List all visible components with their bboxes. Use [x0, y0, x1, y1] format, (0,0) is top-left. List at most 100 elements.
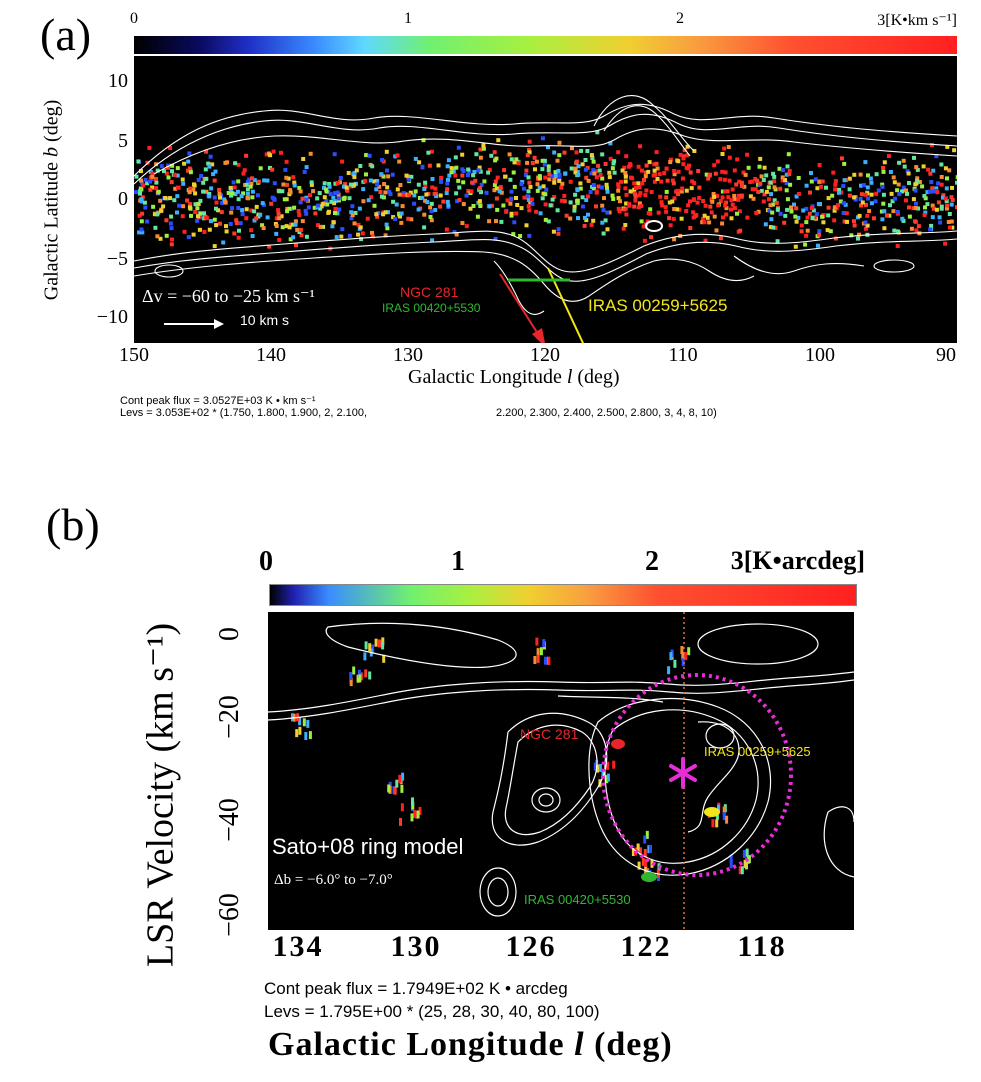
emission-pixel	[738, 228, 743, 233]
emission-pixel	[632, 204, 637, 209]
emission-pixel	[142, 200, 147, 205]
emission-pixel	[715, 194, 720, 199]
emission-pixel	[327, 209, 331, 214]
emission-pixel	[741, 170, 746, 175]
emission-pixel	[628, 163, 633, 168]
emission-pixel	[395, 779, 399, 788]
emission-pixel	[605, 775, 609, 784]
emission-pixel	[426, 150, 431, 155]
emission-pixel	[372, 203, 377, 208]
emission-pixel	[204, 149, 209, 154]
emission-pixel	[841, 211, 846, 215]
emission-pixel	[422, 225, 427, 230]
emission-pixel	[768, 203, 773, 208]
emission-pixel	[214, 223, 219, 228]
emission-pixel	[838, 199, 843, 204]
emission-pixel	[724, 200, 729, 205]
emission-pixel	[374, 212, 379, 217]
emission-pixel	[316, 223, 320, 228]
emission-pixel	[713, 171, 718, 176]
emission-pixel	[245, 179, 250, 184]
emission-pixel	[664, 189, 669, 194]
emission-pixel	[533, 167, 537, 172]
xlabel-b: Galactic Longitude l (deg)	[268, 1026, 673, 1064]
emission-pixel	[647, 160, 652, 165]
emission-pixel	[361, 199, 366, 204]
emission-pixel	[757, 164, 762, 169]
emission-pixel	[773, 187, 778, 192]
emission-pixel	[166, 175, 171, 180]
emission-pixel	[209, 186, 214, 191]
emission-pixel	[611, 197, 616, 201]
emission-pixel	[811, 208, 816, 213]
emission-pixel	[766, 197, 771, 202]
emission-pixel	[633, 192, 637, 197]
emission-pixel	[333, 181, 338, 186]
colorbar-a-max-label: 3[K•km s⁻¹]	[877, 12, 957, 29]
emission-pixel	[250, 189, 255, 194]
emission-pixel	[175, 173, 180, 178]
colorbar-a-tick-1: 1	[404, 10, 412, 27]
emission-pixel	[840, 156, 844, 161]
emission-pixel	[525, 194, 530, 199]
emission-pixel	[813, 177, 818, 182]
emission-pixel	[720, 189, 725, 194]
emission-pixel	[742, 184, 747, 189]
emission-pixel	[904, 188, 908, 193]
emission-pixel	[446, 203, 451, 208]
emission-pixel	[939, 175, 944, 179]
emission-pixel	[828, 229, 833, 234]
emission-pixel	[382, 654, 386, 663]
emission-pixel	[474, 152, 479, 157]
emission-pixel	[641, 857, 645, 866]
emission-pixel	[400, 204, 405, 209]
emission-pixel	[923, 210, 928, 215]
emission-pixel	[282, 197, 287, 202]
emission-pixel	[154, 176, 158, 181]
emission-pixel	[943, 196, 948, 201]
emission-pixel	[832, 218, 837, 223]
emission-pixel	[912, 155, 916, 160]
emission-pixel	[444, 227, 449, 232]
emission-pixel	[623, 179, 628, 184]
emission-pixel	[250, 176, 255, 181]
emission-pixel	[867, 209, 872, 214]
emission-pixel	[611, 161, 616, 166]
contour-a-upper-1	[134, 103, 957, 177]
emission-pixel	[712, 163, 717, 168]
emission-pixel	[725, 189, 730, 194]
emission-pixel	[552, 150, 557, 155]
emission-pixel	[172, 172, 177, 177]
emission-pixel	[181, 181, 186, 186]
emission-pixel	[383, 233, 388, 238]
emission-pixel	[581, 204, 585, 209]
ytick-b-m40: −40	[214, 798, 245, 842]
emission-pixel	[950, 198, 955, 202]
emission-pixel	[187, 205, 192, 210]
emission-pixel	[292, 180, 297, 185]
emission-pixel	[393, 154, 398, 159]
emission-pixel	[298, 227, 303, 232]
emission-pixel	[836, 203, 841, 208]
emission-pixel	[777, 166, 782, 171]
emission-pixel	[300, 196, 305, 201]
emission-pixel	[684, 153, 689, 158]
emission-pixel	[913, 182, 918, 187]
emission-pixel	[600, 220, 605, 225]
emission-pixel	[185, 198, 190, 203]
emission-pixel	[769, 192, 773, 197]
emission-pixel	[335, 181, 340, 185]
emission-pixel	[801, 208, 806, 213]
emission-pixel	[221, 240, 226, 245]
emission-pixel	[734, 182, 739, 187]
emission-pixel	[913, 219, 918, 224]
emission-pixel	[826, 196, 831, 201]
emission-pixel	[352, 175, 357, 180]
emission-pixel	[720, 195, 725, 200]
emission-pixel	[945, 144, 950, 149]
emission-pixel	[137, 213, 142, 218]
contour-b-ring-1	[588, 698, 772, 876]
emission-pixel	[785, 197, 790, 202]
emission-pixel	[324, 189, 329, 194]
emission-pixel	[464, 224, 469, 229]
